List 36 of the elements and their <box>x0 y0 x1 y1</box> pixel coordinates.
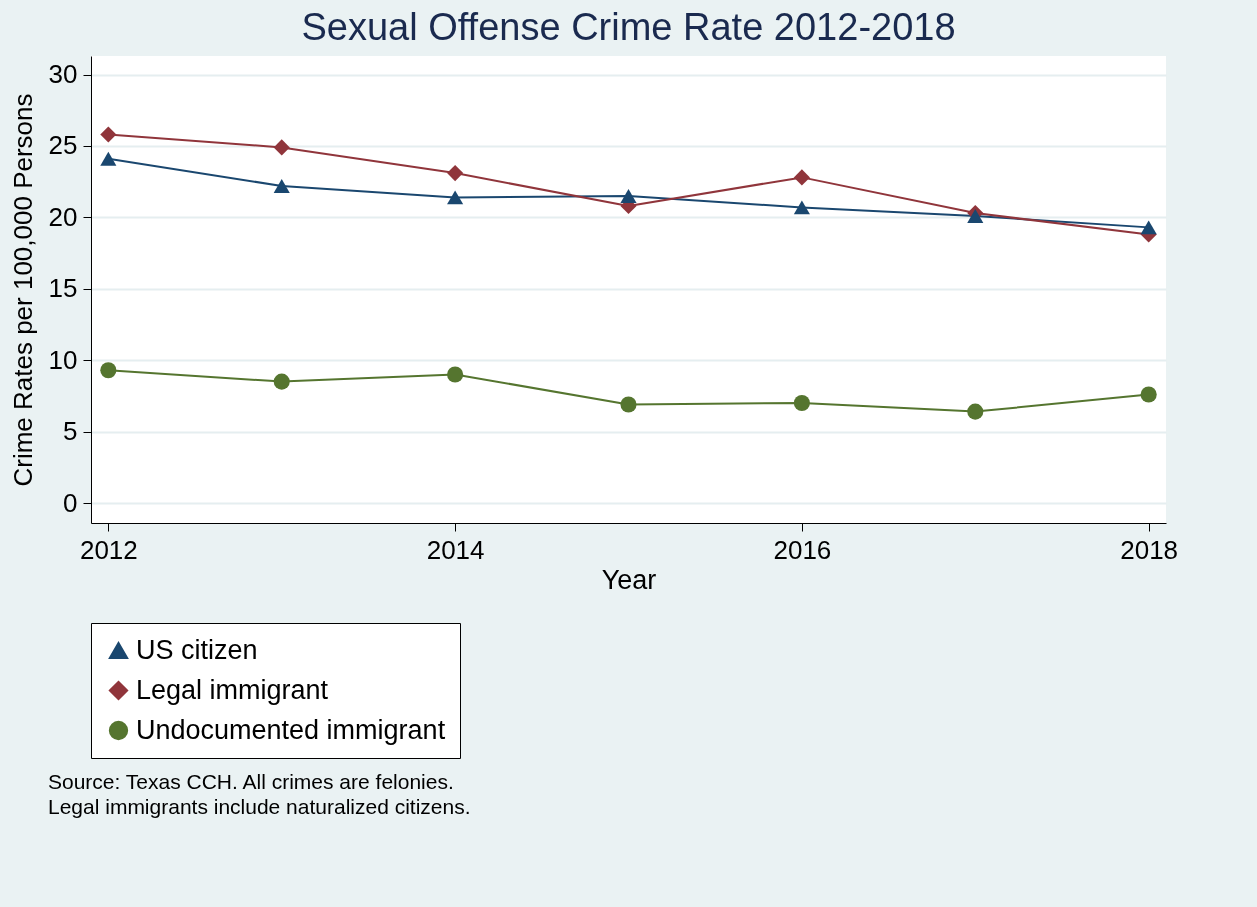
y-tick-label: 0 <box>63 487 78 518</box>
point <box>273 178 290 193</box>
chart-title: Sexual Offense Crime Rate 2012-2018 <box>301 6 956 48</box>
point <box>1140 386 1157 403</box>
point <box>620 188 637 203</box>
x-tick-label: 2016 <box>773 534 832 565</box>
point <box>273 373 290 390</box>
point <box>1140 220 1157 235</box>
point <box>793 169 810 186</box>
point <box>100 151 117 166</box>
x-tick-label: 2012 <box>79 534 138 565</box>
x-tick-label: 2014 <box>426 534 485 565</box>
point <box>273 139 290 156</box>
y-tick-label: 10 <box>48 344 78 375</box>
y-tick-label: 15 <box>48 273 78 304</box>
point <box>100 126 117 143</box>
y-tick-label: 5 <box>63 416 78 447</box>
point <box>793 200 810 215</box>
legend-label: Undocumented immigrant <box>136 714 446 745</box>
point <box>447 190 464 205</box>
y-tick-label: 25 <box>48 130 78 161</box>
point <box>447 366 464 383</box>
source-note: Source: Texas CCH. All crimes are felonies. <box>48 769 455 794</box>
y-tick-label: 30 <box>48 59 78 90</box>
legend-label: Legal immigrant <box>136 674 329 705</box>
x-axis-title: Year <box>601 564 657 595</box>
legend-label: US citizen <box>136 634 258 665</box>
y-axis-title: Crime Rates per 100,000 Persons <box>7 93 38 487</box>
point <box>620 396 637 413</box>
point <box>447 165 464 182</box>
point <box>100 362 117 379</box>
x-tick-label: 2018 <box>1120 534 1179 565</box>
point <box>967 403 984 420</box>
point <box>793 394 810 412</box>
y-tick-label: 20 <box>48 201 78 232</box>
text: Legal immigrants include naturalized citizens. <box>48 794 472 819</box>
